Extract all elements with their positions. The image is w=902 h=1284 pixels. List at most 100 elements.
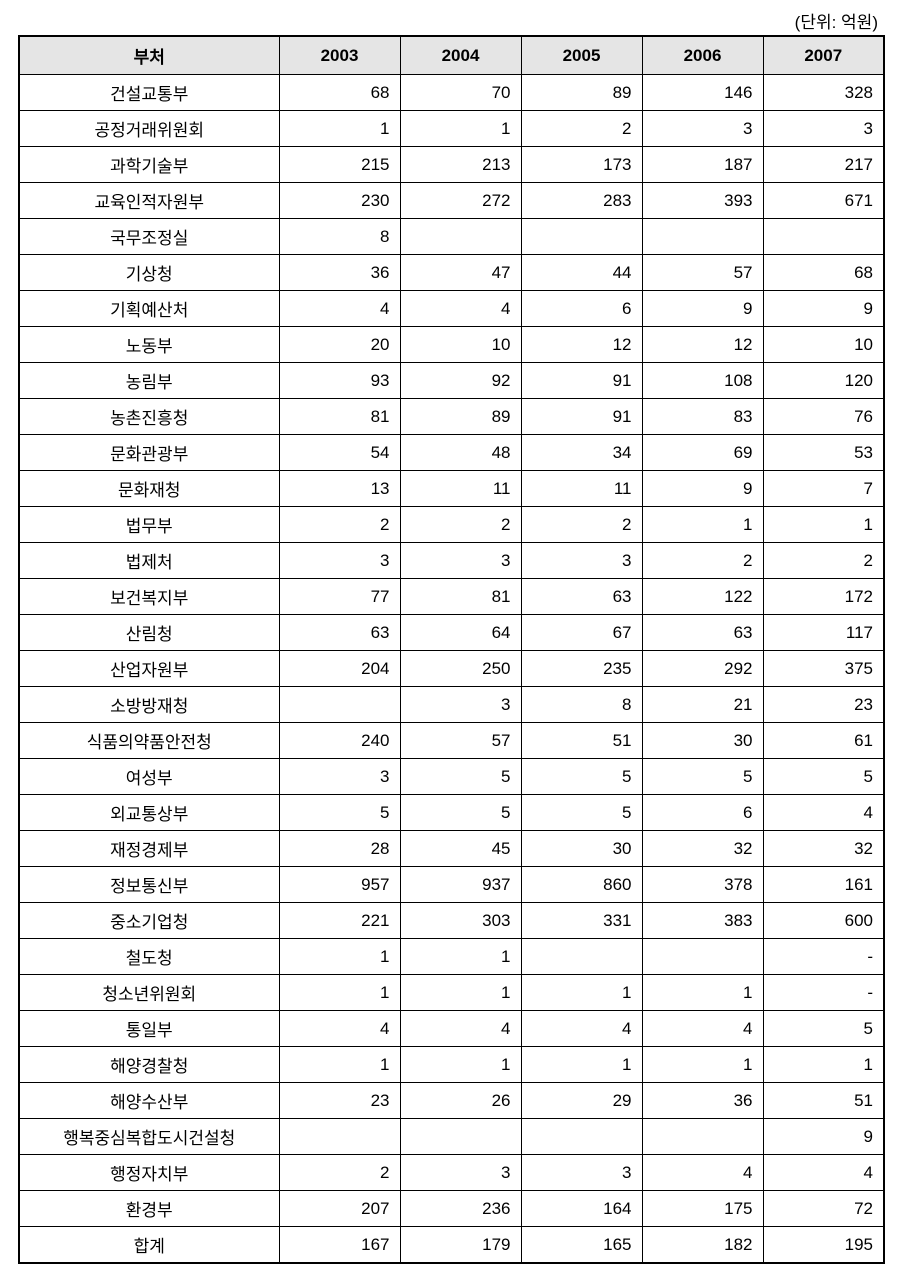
value-cell: 5 [763, 1011, 884, 1047]
value-cell: 236 [400, 1191, 521, 1227]
value-cell [279, 687, 400, 723]
table-row: 산업자원부204250235292375 [19, 651, 884, 687]
value-cell: - [763, 939, 884, 975]
value-cell: 195 [763, 1227, 884, 1264]
value-cell: 10 [763, 327, 884, 363]
table-row: 노동부2010121210 [19, 327, 884, 363]
value-cell: 63 [521, 579, 642, 615]
value-cell: 2 [642, 543, 763, 579]
value-cell: 36 [279, 255, 400, 291]
value-cell: 51 [521, 723, 642, 759]
value-cell: 2 [279, 1155, 400, 1191]
table-row: 통일부44445 [19, 1011, 884, 1047]
value-cell: 30 [521, 831, 642, 867]
dept-cell: 법제처 [19, 543, 279, 579]
dept-cell: 정보통신부 [19, 867, 279, 903]
dept-cell: 국무조정실 [19, 219, 279, 255]
value-cell: 1 [763, 1047, 884, 1083]
value-cell [400, 219, 521, 255]
table-row: 식품의약품안전청24057513061 [19, 723, 884, 759]
value-cell: 1 [400, 111, 521, 147]
dept-cell: 농림부 [19, 363, 279, 399]
value-cell: 29 [521, 1083, 642, 1119]
col-header-2005: 2005 [521, 36, 642, 75]
value-cell: - [763, 975, 884, 1011]
dept-cell: 해양경찰청 [19, 1047, 279, 1083]
value-cell: 4 [763, 1155, 884, 1191]
dept-cell: 합계 [19, 1227, 279, 1264]
value-cell [763, 219, 884, 255]
dept-cell: 공정거래위원회 [19, 111, 279, 147]
value-cell: 2 [279, 507, 400, 543]
value-cell: 70 [400, 75, 521, 111]
dept-cell: 과학기술부 [19, 147, 279, 183]
dept-cell: 기획예산처 [19, 291, 279, 327]
value-cell: 91 [521, 399, 642, 435]
value-cell: 57 [400, 723, 521, 759]
value-cell: 1 [642, 975, 763, 1011]
value-cell: 4 [642, 1011, 763, 1047]
value-cell: 3 [279, 543, 400, 579]
dept-cell: 환경부 [19, 1191, 279, 1227]
value-cell: 83 [642, 399, 763, 435]
value-cell: 8 [521, 687, 642, 723]
col-header-2007: 2007 [763, 36, 884, 75]
value-cell: 3 [521, 543, 642, 579]
dept-cell: 기상청 [19, 255, 279, 291]
value-cell: 9 [763, 1119, 884, 1155]
value-cell: 1 [400, 975, 521, 1011]
table-row: 농촌진흥청8189918376 [19, 399, 884, 435]
value-cell: 303 [400, 903, 521, 939]
value-cell: 173 [521, 147, 642, 183]
value-cell: 146 [642, 75, 763, 111]
value-cell: 32 [763, 831, 884, 867]
table-row: 건설교통부687089146328 [19, 75, 884, 111]
value-cell: 1 [279, 975, 400, 1011]
dept-cell: 외교통상부 [19, 795, 279, 831]
dept-cell: 중소기업청 [19, 903, 279, 939]
dept-cell: 통일부 [19, 1011, 279, 1047]
value-cell: 32 [642, 831, 763, 867]
dept-cell: 행정자치부 [19, 1155, 279, 1191]
value-cell: 179 [400, 1227, 521, 1264]
value-cell: 172 [763, 579, 884, 615]
value-cell: 89 [400, 399, 521, 435]
value-cell: 5 [763, 759, 884, 795]
value-cell: 1 [400, 939, 521, 975]
value-cell: 272 [400, 183, 521, 219]
table-row: 법제처33322 [19, 543, 884, 579]
value-cell: 63 [642, 615, 763, 651]
col-header-2006: 2006 [642, 36, 763, 75]
value-cell: 3 [279, 759, 400, 795]
value-cell: 5 [279, 795, 400, 831]
value-cell: 4 [400, 291, 521, 327]
value-cell: 2 [400, 507, 521, 543]
value-cell: 217 [763, 147, 884, 183]
value-cell: 53 [763, 435, 884, 471]
col-header-dept: 부처 [19, 36, 279, 75]
dept-cell: 산업자원부 [19, 651, 279, 687]
value-cell: 11 [521, 471, 642, 507]
value-cell: 45 [400, 831, 521, 867]
value-cell: 117 [763, 615, 884, 651]
value-cell: 57 [642, 255, 763, 291]
dept-cell: 행복중심복합도시건설청 [19, 1119, 279, 1155]
value-cell: 165 [521, 1227, 642, 1264]
table-row: 재정경제부2845303232 [19, 831, 884, 867]
value-cell: 21 [642, 687, 763, 723]
value-cell: 81 [279, 399, 400, 435]
value-cell: 28 [279, 831, 400, 867]
table-row: 소방방재청382123 [19, 687, 884, 723]
value-cell: 13 [279, 471, 400, 507]
dept-cell: 철도청 [19, 939, 279, 975]
value-cell: 36 [642, 1083, 763, 1119]
value-cell: 3 [521, 1155, 642, 1191]
value-cell: 221 [279, 903, 400, 939]
value-cell: 328 [763, 75, 884, 111]
value-cell: 81 [400, 579, 521, 615]
value-cell: 292 [642, 651, 763, 687]
value-cell: 9 [642, 291, 763, 327]
value-cell: 5 [400, 795, 521, 831]
value-cell: 378 [642, 867, 763, 903]
value-cell [521, 219, 642, 255]
